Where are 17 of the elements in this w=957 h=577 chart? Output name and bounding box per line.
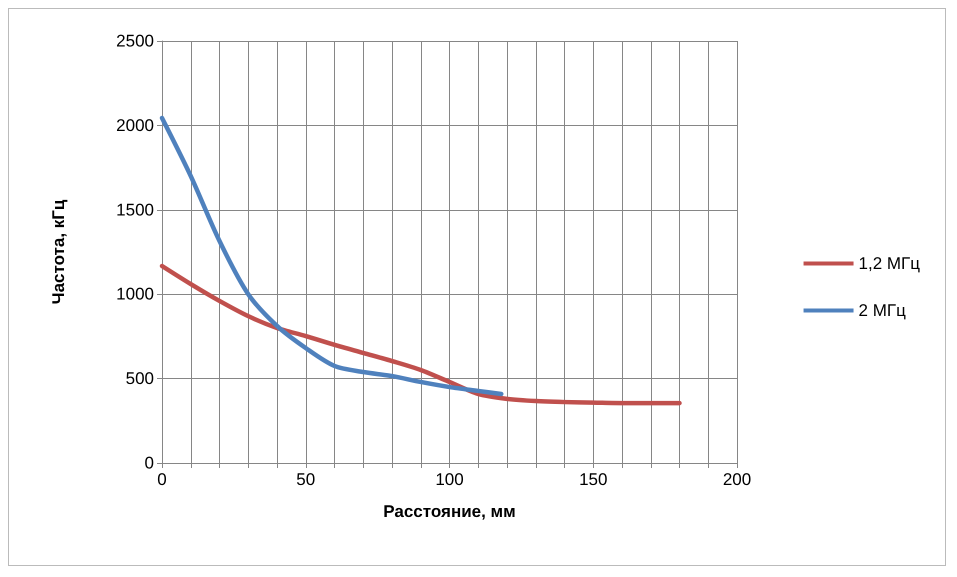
y-tick-label: 2000 bbox=[116, 116, 154, 135]
y-tick-label: 0 bbox=[144, 454, 154, 472]
x-tick-label: 0 bbox=[157, 470, 167, 489]
line-series bbox=[160, 264, 682, 406]
legend-label: 1,2 МГц bbox=[858, 254, 920, 273]
y-axis-title: Частота, кГц bbox=[49, 199, 68, 304]
x-tick-label: 50 bbox=[296, 470, 316, 489]
x-tick-label: 150 bbox=[579, 470, 608, 489]
line-series bbox=[160, 116, 504, 396]
x-tick-label: 200 bbox=[722, 470, 752, 489]
y-tick-label: 1000 bbox=[116, 284, 154, 304]
y-tick-label: 1500 bbox=[116, 200, 154, 220]
x-axis-title: Расстояние, мм bbox=[383, 502, 516, 521]
legend-label: 2 МГц bbox=[858, 301, 906, 320]
y-tick-label: 500 bbox=[126, 369, 154, 388]
y-tick-label: 2500 bbox=[116, 32, 154, 50]
x-tick-label: 100 bbox=[435, 470, 464, 489]
